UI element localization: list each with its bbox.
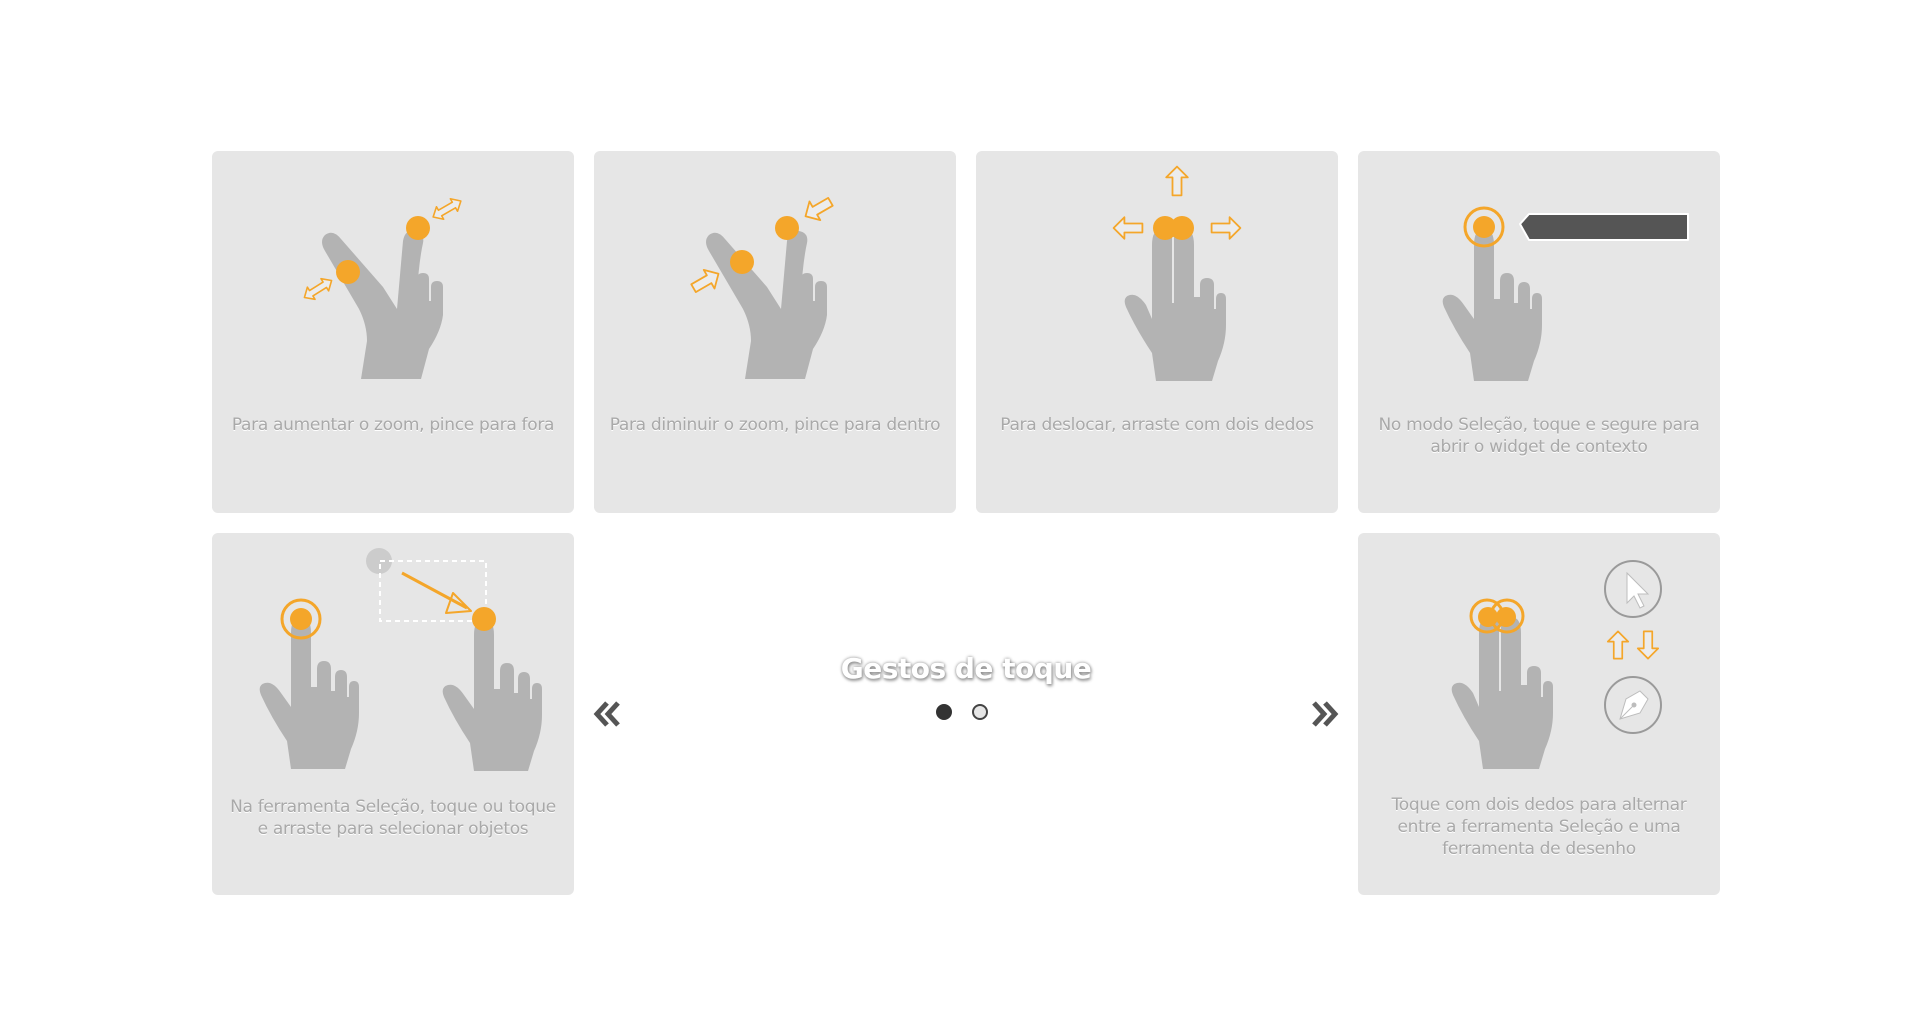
gesture-caption: Para aumentar o zoom, pince para fora: [231, 415, 555, 435]
next-page-button[interactable]: [1308, 697, 1342, 731]
gesture-caption: Para diminuir o zoom, pince para dentro: [609, 415, 941, 435]
tap-drag-select-icon: [212, 533, 574, 783]
gesture-caption: Na ferramenta Seleção, toque ou toque e …: [230, 797, 556, 839]
gesture-card-zoom-out: Para diminuir o zoom, pince para dentro: [594, 151, 956, 513]
pinch-in-icon: [594, 151, 956, 401]
prev-page-button[interactable]: [590, 697, 624, 731]
gesture-caption: Toque com dois dedos para alternar entre…: [1391, 795, 1687, 859]
gesture-card-select: Na ferramenta Seleção, toque ou toque e …: [212, 533, 574, 895]
gesture-card-toggle-tool: Toque com dois dedos para alternar entre…: [1358, 533, 1720, 895]
double-chevron-right-icon: [1312, 701, 1339, 727]
two-finger-tap-toggle-icon: [1358, 533, 1720, 783]
carousel-title: Gestos de toque: [840, 652, 1092, 685]
gesture-card-zoom-in: Para aumentar o zoom, pince para fora: [212, 151, 574, 513]
tap-hold-icon: [1358, 151, 1720, 401]
gesture-caption: Para deslocar, arraste com dois dedos: [1000, 415, 1314, 435]
gesture-caption: No modo Seleção, toque e segure para abr…: [1378, 415, 1700, 457]
page-dot-2[interactable]: [972, 704, 988, 720]
double-chevron-left-icon: [593, 701, 620, 727]
gesture-card-pan: Para deslocar, arraste com dois dedos: [976, 151, 1338, 513]
gesture-card-tap-hold: No modo Seleção, toque e segure para abr…: [1358, 151, 1720, 513]
pinch-out-icon: [212, 151, 574, 401]
page-dot-1[interactable]: [936, 704, 952, 720]
two-finger-pan-icon: [976, 151, 1338, 401]
